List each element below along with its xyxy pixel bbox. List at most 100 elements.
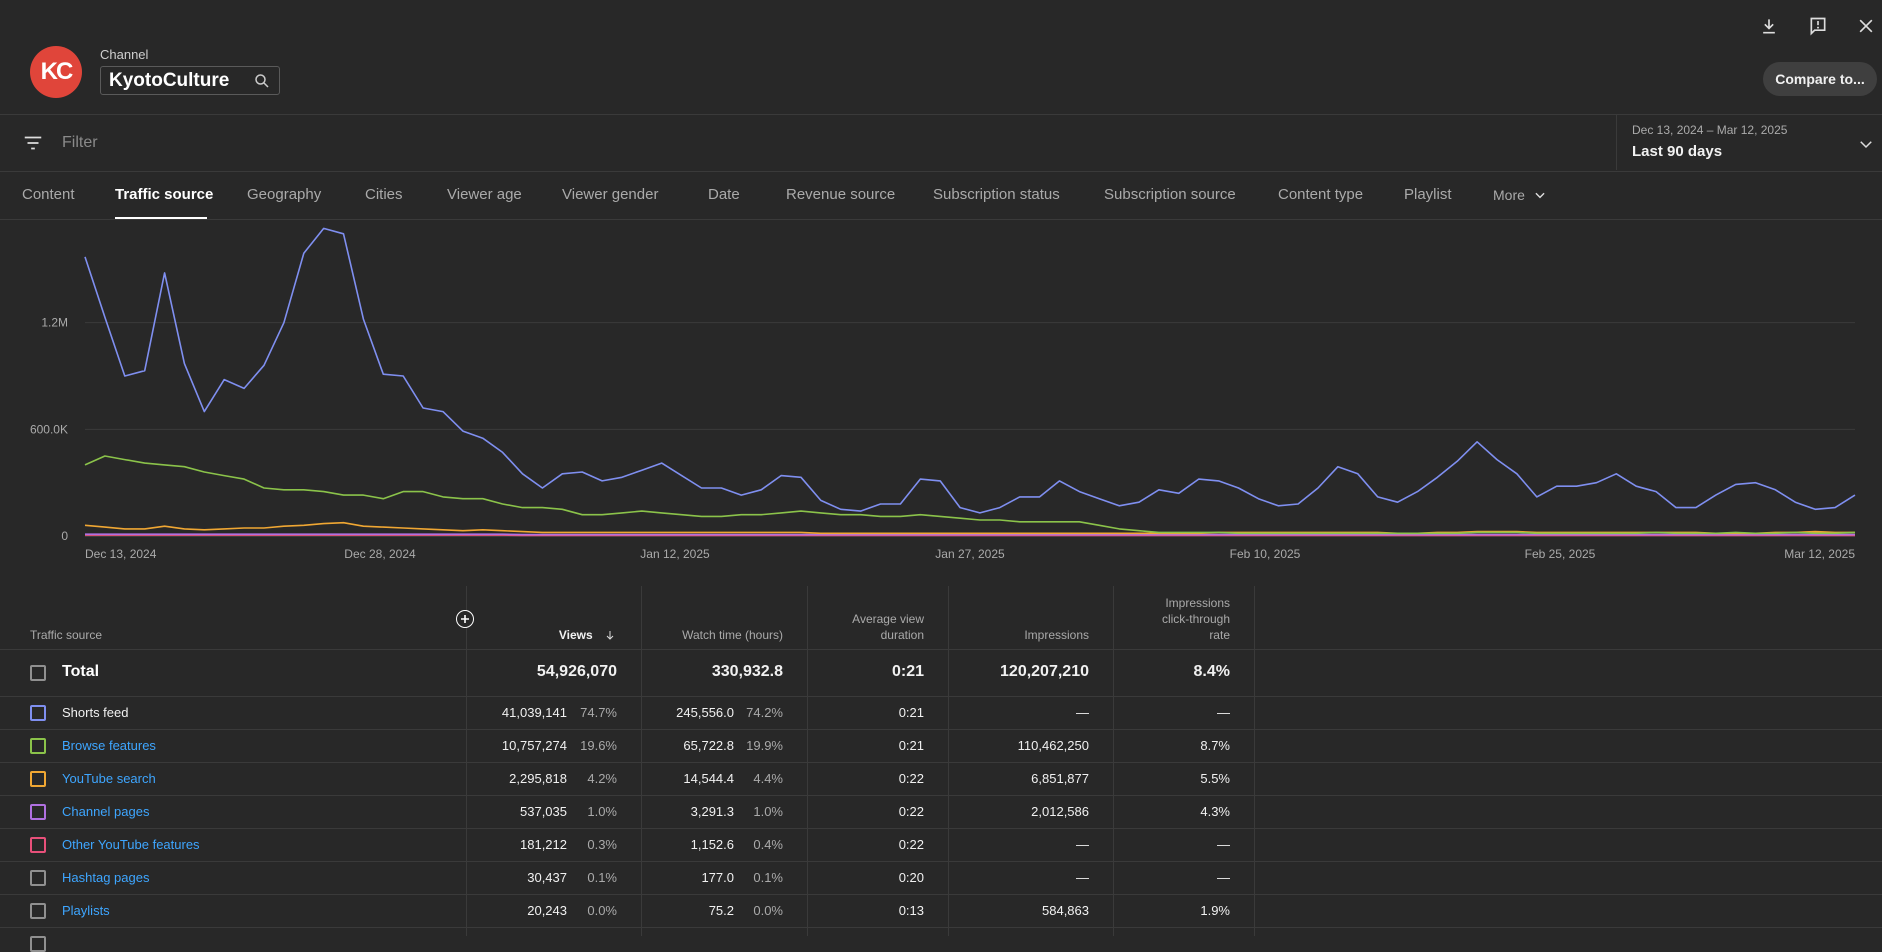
filter-input[interactable]: Filter — [62, 134, 98, 152]
header-watch-time[interactable]: Watch time (hours) — [682, 627, 783, 643]
traffic-source-other-youtube-features[interactable]: Other YouTube features — [62, 837, 200, 852]
total-avg-view-duration: 0:21 — [892, 663, 924, 681]
ctr-value: — — [1217, 837, 1230, 852]
views-percent: 1.0% — [587, 804, 617, 819]
avg-view-duration-value: 0:22 — [899, 804, 924, 819]
dimension-tabs: Content Traffic source Geography Cities … — [0, 172, 1882, 220]
header-ctr-line3: rate — [1162, 627, 1230, 643]
tab-content[interactable]: Content — [22, 186, 75, 203]
header-traffic-source[interactable]: Traffic source — [30, 627, 102, 643]
tab-subscription-status[interactable]: Subscription status — [933, 186, 1060, 203]
tab-traffic-source[interactable]: Traffic source — [115, 186, 213, 203]
compare-button[interactable]: Compare to... — [1763, 62, 1877, 96]
tab-viewer-age[interactable]: Viewer age — [447, 186, 522, 203]
watch-time-value: 3,291.3 — [691, 804, 734, 819]
traffic-source-playlists[interactable]: Playlists — [62, 903, 110, 918]
close-icon[interactable] — [1854, 14, 1878, 38]
watch-time-value: 65,722.8 — [683, 738, 734, 753]
impressions-value: — — [1076, 705, 1089, 720]
total-label: Total — [62, 663, 99, 681]
series-line-browse-features[interactable] — [85, 456, 1855, 533]
tab-subscription-source[interactable]: Subscription source — [1104, 186, 1236, 203]
avg-view-duration-value: 0:13 — [899, 903, 924, 918]
tab-playlist[interactable]: Playlist — [1404, 186, 1452, 203]
tab-cities[interactable]: Cities — [365, 186, 403, 203]
impressions-value: 2,012,586 — [1031, 804, 1089, 819]
watch-time-percent: 4.4% — [753, 771, 783, 786]
views-value: 181,212 — [520, 837, 567, 852]
series-line-youtube-search[interactable] — [85, 523, 1855, 534]
row-checkbox[interactable] — [30, 870, 46, 886]
row-checkbox[interactable] — [30, 903, 46, 919]
impressions-value: 6,851,877 — [1031, 771, 1089, 786]
x-tick-label: Feb 10, 2025 — [1230, 547, 1301, 561]
header-views-label: Views — [559, 628, 593, 642]
tab-geography[interactable]: Geography — [247, 186, 321, 203]
views-percent: 0.0% — [587, 903, 617, 918]
download-icon[interactable] — [1757, 14, 1781, 38]
x-tick-label: Jan 27, 2025 — [935, 547, 1005, 561]
header-avd-line1: Average view — [852, 611, 924, 627]
channel-avatar: KC — [30, 46, 82, 98]
tab-viewer-gender[interactable]: Viewer gender — [562, 186, 658, 203]
tab-revenue-source[interactable]: Revenue source — [786, 186, 895, 203]
header-views[interactable]: Views — [559, 627, 616, 643]
ctr-value: — — [1217, 870, 1230, 885]
ctr-value: 8.7% — [1200, 738, 1230, 753]
header-avd-line2: duration — [852, 627, 924, 643]
watch-time-value: 1,152.6 — [691, 837, 734, 852]
watch-time-value: 245,556.0 — [676, 705, 734, 720]
series-line-shorts-feed[interactable] — [85, 228, 1855, 513]
avg-view-duration-value: 0:22 — [899, 837, 924, 852]
row-checkbox[interactable] — [30, 936, 46, 952]
ctr-value: 4.3% — [1200, 804, 1230, 819]
views-percent: 4.2% — [587, 771, 617, 786]
views-value: 30,437 — [527, 870, 567, 885]
watch-time-percent: 74.2% — [746, 705, 783, 720]
traffic-source-channel-pages[interactable]: Channel pages — [62, 804, 149, 819]
row-checkbox[interactable] — [30, 804, 46, 820]
traffic-source-hashtag-pages[interactable]: Hashtag pages — [62, 870, 149, 885]
traffic-source-browse-features[interactable]: Browse features — [62, 738, 156, 753]
views-percent: 19.6% — [580, 738, 617, 753]
row-checkbox[interactable] — [30, 771, 46, 787]
total-checkbox[interactable] — [30, 665, 46, 681]
watch-time-percent: 1.0% — [753, 804, 783, 819]
avg-view-duration-value: 0:21 — [899, 738, 924, 753]
impressions-value: 110,462,250 — [1018, 738, 1089, 753]
row-checkbox[interactable] — [30, 837, 46, 853]
row-checkbox[interactable] — [30, 705, 46, 721]
tab-more[interactable]: More — [1493, 187, 1547, 203]
filter-icon[interactable] — [22, 132, 44, 154]
header-avg-view-duration[interactable]: Average view duration — [852, 611, 924, 643]
tab-content-type[interactable]: Content type — [1278, 186, 1363, 203]
chevron-down-icon — [1857, 135, 1875, 153]
add-metric-icon[interactable] — [456, 610, 474, 628]
header-ctr-line2: click-through — [1162, 611, 1230, 627]
channel-name: KyotoCulture — [109, 70, 253, 92]
y-tick-label: 0 — [61, 529, 68, 543]
x-tick-label: Feb 25, 2025 — [1525, 547, 1596, 561]
header-ctr[interactable]: Impressions click-through rate — [1162, 595, 1230, 643]
ctr-value: — — [1217, 705, 1230, 720]
traffic-source-youtube-search[interactable]: YouTube search — [62, 771, 156, 786]
y-tick-label: 600.0K — [30, 422, 68, 436]
tab-date[interactable]: Date — [708, 186, 740, 203]
channel-selector[interactable]: KyotoCulture — [100, 66, 280, 95]
date-preset-text: Last 90 days — [1632, 143, 1722, 160]
header-impressions[interactable]: Impressions — [1024, 627, 1089, 643]
avg-view-duration-value: 0:21 — [899, 705, 924, 720]
views-value: 2,295,818 — [509, 771, 567, 786]
date-range-selector[interactable]: Dec 13, 2024 – Mar 12, 2025 Last 90 days — [1616, 115, 1882, 170]
views-value: 537,035 — [520, 804, 567, 819]
row-checkbox[interactable] — [30, 738, 46, 754]
channel-label: Channel — [100, 47, 148, 62]
traffic-source-shorts-feed: Shorts feed — [62, 705, 129, 720]
feedback-icon[interactable] — [1806, 14, 1830, 38]
total-impressions: 120,207,210 — [1000, 663, 1089, 681]
views-value: 10,757,274 — [502, 738, 567, 753]
search-icon[interactable] — [253, 72, 271, 90]
